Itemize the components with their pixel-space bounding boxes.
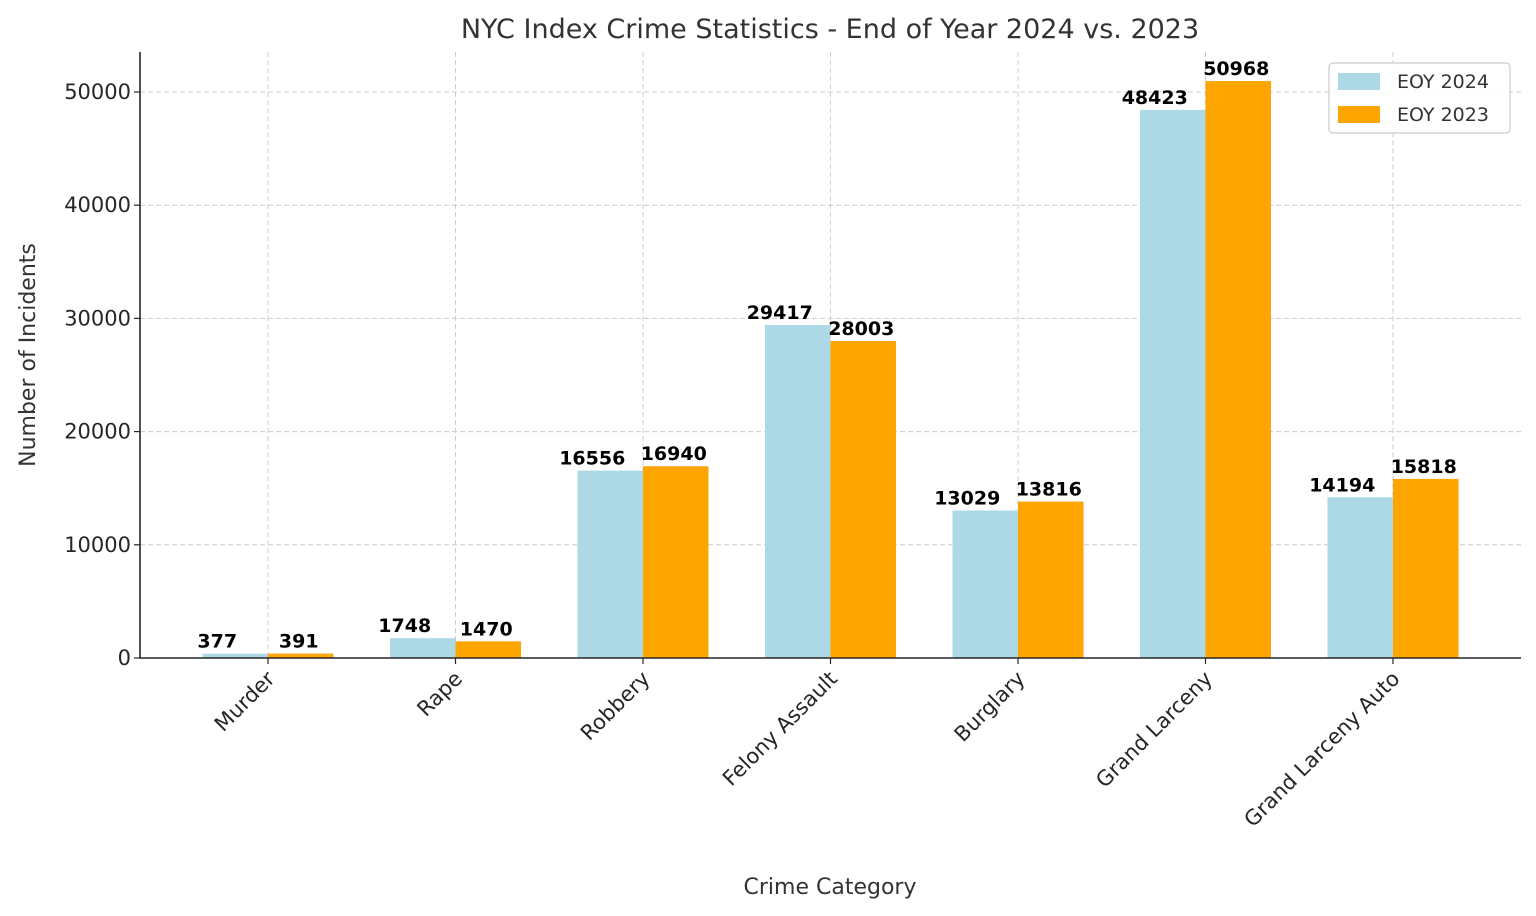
bar-rape-eoy-2024 <box>390 638 456 658</box>
x-tick-label: Rape <box>412 667 467 722</box>
x-axis-label: Crime Category <box>744 875 917 900</box>
bar-value-label: 1748 <box>378 615 431 637</box>
bar-value-label: 1470 <box>460 618 513 640</box>
y-tick-label: 40000 <box>64 193 131 217</box>
legend-swatch <box>1338 73 1380 90</box>
bar-felony-assault-eoy-2024 <box>765 325 831 658</box>
bar-murder-eoy-2023 <box>268 653 334 658</box>
bar-value-labels: 377 1748 16556 29417 13029 48423 14194 391 1470 1… <box>197 58 1456 653</box>
bar-murder-eoy-2024 <box>202 653 268 658</box>
bar-value-label: 50968 <box>1203 58 1269 80</box>
bar-value-label: 29417 <box>747 302 813 324</box>
bar-value-label: 14194 <box>1309 474 1375 496</box>
bars <box>202 81 1459 659</box>
y-tick-label: 20000 <box>64 420 131 444</box>
y-tick-label: 30000 <box>64 306 131 330</box>
y-axis-ticks: 0 10000 20000 30000 40000 50000 <box>64 80 140 670</box>
bar-felony-assault-eoy-2023 <box>830 341 896 658</box>
bar-value-label: 16556 <box>559 448 625 470</box>
legend-swatch <box>1338 106 1380 123</box>
bar-value-label: 16940 <box>641 443 707 465</box>
bar-value-label: 391 <box>279 631 319 653</box>
y-axis-label: Number of Incidents <box>16 243 41 467</box>
bar-value-label: 377 <box>197 631 237 653</box>
x-tick-label: Grand Larceny Auto <box>1239 667 1404 832</box>
bar-value-label: 15818 <box>1391 456 1457 478</box>
bar-grand-larceny-eoy-2024 <box>1140 109 1206 658</box>
y-tick-label: 10000 <box>64 533 131 557</box>
y-tick-label: 0 <box>118 646 131 670</box>
legend: EOY 2024 EOY 2023 <box>1328 62 1511 134</box>
x-tick-label: Murder <box>210 666 280 736</box>
bar-burglary-eoy-2023 <box>1018 501 1084 658</box>
chart-title: NYC Index Crime Statistics - End of Year… <box>461 14 1199 45</box>
bar-grand-larceny-auto-eoy-2024 <box>1327 497 1393 658</box>
bar-grand-larceny-auto-eoy-2023 <box>1393 478 1459 658</box>
legend-label: EOY 2023 <box>1397 104 1489 126</box>
x-tick-label: Felony Assault <box>718 667 842 791</box>
x-tick-label: Robbery <box>576 667 655 746</box>
bar-value-label: 48423 <box>1122 87 1188 109</box>
x-tick-label: Burglary <box>950 667 1030 747</box>
bar-value-label: 13816 <box>1016 479 1082 501</box>
y-tick-label: 50000 <box>64 80 131 104</box>
bar-value-label: 28003 <box>828 318 894 340</box>
bar-grand-larceny-eoy-2023 <box>1205 81 1271 659</box>
bar-rape-eoy-2023 <box>455 641 521 658</box>
legend-label: EOY 2024 <box>1397 71 1489 93</box>
bar-robbery-eoy-2023 <box>643 466 709 658</box>
x-axis-ticks: Murder Rape Robbery Felony Assault Burglary G… <box>210 658 1405 832</box>
bar-burglary-eoy-2024 <box>952 510 1018 658</box>
x-tick-label: Grand Larceny <box>1091 667 1217 793</box>
bar-value-label: 13029 <box>934 488 1000 510</box>
bar-robbery-eoy-2024 <box>577 470 643 658</box>
